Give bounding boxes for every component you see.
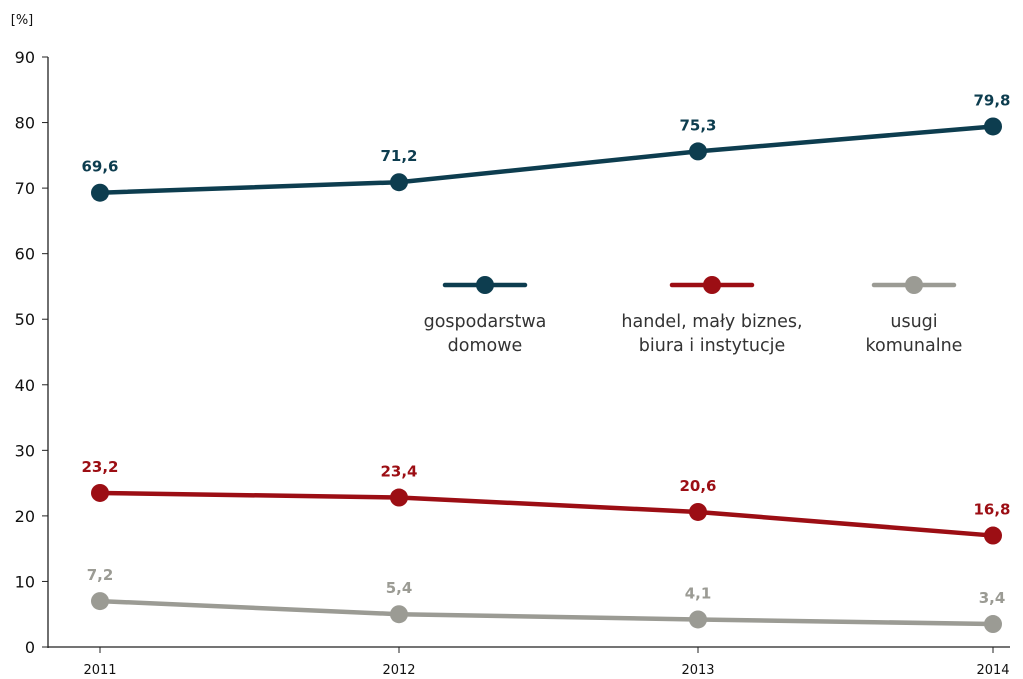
- series-line: [97, 490, 996, 538]
- data-label: 3,4: [979, 589, 1006, 607]
- data-point: [984, 117, 1002, 136]
- y-tick-label: 50: [15, 310, 35, 329]
- x-tick-label: 2011: [83, 663, 116, 678]
- y-tick-label: 90: [15, 48, 35, 67]
- y-tick-label: 10: [15, 572, 35, 591]
- data-label: 71,2: [380, 147, 417, 165]
- data-point: [91, 592, 109, 611]
- legend-marker: [905, 276, 923, 294]
- x-ticks: 2011 2012 2013 2014: [83, 647, 1010, 678]
- data-point: [390, 173, 408, 192]
- data-label: 4,1: [685, 584, 712, 602]
- series-layer: 69,6 71,2 75,3 79,8 23,2 23,4 20,6 16,8 7,2 5,4 4,…: [81, 91, 1011, 634]
- y-unit-label: [%]: [11, 13, 34, 28]
- data-label: 69,6: [81, 158, 118, 176]
- series-1: 69,6 71,2 75,3 79,8: [81, 91, 1011, 202]
- legend-label: handel, mały biznes,: [621, 312, 802, 332]
- data-point: [984, 526, 1002, 545]
- data-point: [390, 605, 408, 624]
- data-label: 20,6: [679, 477, 716, 495]
- legend-item-3: usugi komunalne: [866, 276, 963, 356]
- legend-label: domowe: [448, 336, 523, 356]
- data-label: 23,2: [81, 458, 118, 476]
- data-point: [91, 483, 109, 502]
- data-label: 75,3: [679, 116, 716, 134]
- data-label: 16,8: [973, 501, 1010, 519]
- legend-label: usugi: [890, 312, 937, 332]
- x-tick-label: 2014: [976, 663, 1009, 678]
- legend-label: gospodarstwa: [424, 312, 547, 332]
- data-point: [689, 502, 707, 521]
- legend-marker: [476, 276, 494, 294]
- y-tick-label: 60: [15, 245, 35, 264]
- series-3: 7,2 5,4 4,1 3,4: [87, 566, 1006, 634]
- legend: gospodarstwa domowe handel, mały biznes, bi…: [424, 276, 963, 356]
- data-point: [689, 610, 707, 629]
- y-tick-label: 20: [15, 507, 35, 526]
- data-label: 7,2: [87, 566, 114, 584]
- y-tick-label: 30: [15, 441, 35, 460]
- series-2: 23,2 23,4 20,6 16,8: [81, 458, 1011, 545]
- legend-marker: [703, 276, 721, 294]
- y-tick-label: 80: [15, 114, 35, 133]
- legend-item-1: gospodarstwa domowe: [424, 276, 547, 356]
- x-tick-label: 2013: [681, 663, 714, 678]
- series-line: [97, 598, 996, 627]
- x-tick-label: 2012: [382, 663, 415, 678]
- data-point: [984, 615, 1002, 634]
- series-line: [97, 124, 996, 195]
- data-point: [390, 488, 408, 507]
- y-tick-label: 40: [15, 376, 35, 395]
- data-point: [689, 142, 707, 161]
- legend-label: biura i instytucje: [639, 336, 785, 356]
- legend-label: komunalne: [866, 336, 963, 356]
- data-point: [91, 183, 109, 202]
- y-ticks: 0 10 20 30 40 50 60 70 80 90: [15, 48, 48, 657]
- y-tick-label: 70: [15, 179, 35, 198]
- legend-item-2: handel, mały biznes, biura i instytucje: [621, 276, 803, 356]
- data-label: 23,4: [380, 463, 417, 481]
- data-label: 79,8: [973, 91, 1010, 109]
- y-tick-label: 0: [25, 638, 35, 657]
- data-label: 5,4: [386, 579, 413, 597]
